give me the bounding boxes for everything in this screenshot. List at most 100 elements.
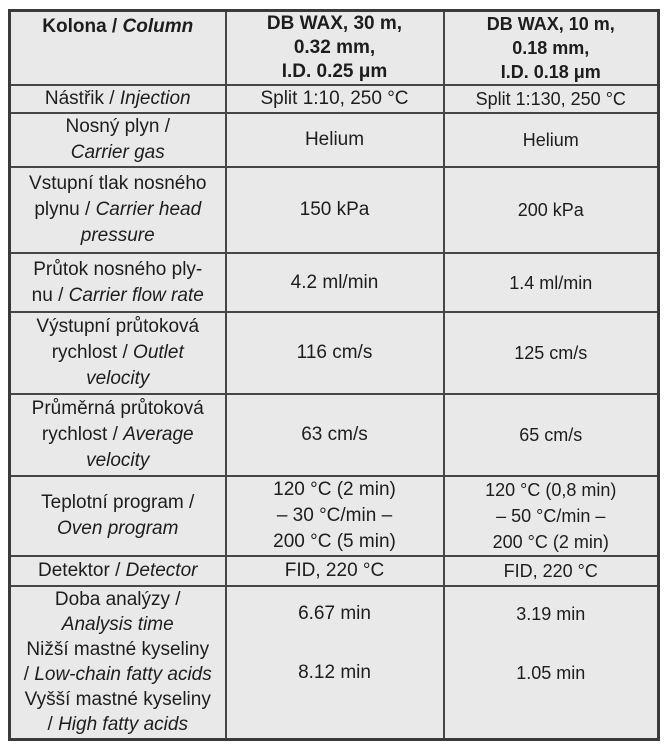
- label-cs: Teplotní program /: [41, 492, 195, 513]
- label-cs: Výstupní průtoková: [36, 316, 200, 337]
- label-cs: Detektor /: [38, 560, 121, 581]
- row-carrier-gas: Nosný plyn / Carrier gas Helium Helium: [8, 112, 660, 168]
- row-carrier-flow-rate-value-col2: 4.2 ml/min: [224, 252, 445, 313]
- row-injection: Nástřik / Injection Split 1:10, 250 °C S…: [8, 84, 660, 114]
- label-en: pressure: [80, 225, 155, 246]
- row-detector-value-col2: FID, 220 °C: [224, 555, 445, 587]
- value-line: I.D. 0.18 μm: [500, 62, 601, 82]
- value-line: 0.32 mm,: [293, 37, 376, 58]
- label-line: rychlost / Outlet: [14, 340, 222, 366]
- row-analysis-time-value-col2: 6.67 min 8.12 min: [224, 585, 445, 740]
- label-cs: Nosný plyn /: [65, 116, 171, 137]
- label-en: Oven program: [57, 518, 179, 539]
- label-en: Low-chain fatty acids: [34, 664, 212, 686]
- row-outlet-velocity-value-col3: 125 cm/s: [442, 311, 660, 395]
- value-line: – 30 °C/min –: [276, 505, 393, 526]
- label-line: Analysis time: [14, 612, 222, 637]
- row-oven-program-label: Teplotní program / Oven program: [8, 475, 227, 557]
- label-line: Doba analýzy /: [14, 588, 222, 612]
- value-line: 120 °C (0,8 min): [485, 480, 617, 500]
- value-line: Helium: [304, 129, 365, 150]
- row-injection-label: Nástřik / Injection: [8, 84, 227, 114]
- value-line: 63 cm/s: [301, 424, 368, 445]
- value-line: Helium: [522, 130, 579, 150]
- row-oven-program-value-col2: 120 °C (2 min) – 30 °C/min – 200 °C (5 m…: [224, 475, 445, 557]
- label-line: velocity: [14, 366, 222, 392]
- value-line: – 50 °C/min –: [496, 506, 606, 526]
- value-line: DB WAX, 30 m,: [266, 13, 403, 34]
- row-carrier-head-pressure: Vstupní tlak nosného plynu / Carrier hea…: [8, 166, 660, 254]
- row-average-velocity-value-col2: 63 cm/s: [224, 393, 445, 477]
- row-outlet-velocity-label: Výstupní průtoková rychlost / Outlet vel…: [8, 311, 227, 395]
- label-line: pressure: [14, 223, 222, 249]
- label-cs: Kolona /: [42, 16, 118, 37]
- label-cs: rychlost /: [41, 424, 118, 445]
- value-line: FID, 220 °C: [503, 561, 598, 581]
- label-line: Výstupní průtoková: [14, 314, 222, 340]
- label-cs: /: [47, 714, 53, 736]
- value-line: 200 °C (2 min): [492, 532, 609, 552]
- label-cs: Vyšší mastné kyseliny: [24, 689, 211, 711]
- row-carrier-gas-value-col2: Helium: [224, 112, 445, 168]
- label-cs: Doba analýzy /: [54, 589, 181, 611]
- header-column-label-cell: Kolona / Column: [8, 9, 227, 86]
- row-average-velocity-value-col3: 65 cm/s: [442, 393, 660, 477]
- label-en: velocity: [86, 450, 150, 471]
- label-cs: rychlost /: [51, 342, 128, 363]
- label-line: Nižší mastné kyseliny: [14, 637, 222, 662]
- value-line: 1.05 min: [516, 663, 586, 683]
- label-en: Carrier head: [95, 199, 202, 220]
- row-average-velocity: Průměrná průtoková rychlost / Average ve…: [8, 393, 660, 477]
- value-line: Split 1:10, 250 °C: [260, 88, 409, 109]
- row-carrier-gas-label: Nosný plyn / Carrier gas: [8, 112, 227, 168]
- value-line: 120 °C (2 min): [273, 479, 396, 500]
- value-line: 200 °C (5 min): [273, 531, 396, 552]
- value-line: DB WAX, 10 m,: [486, 14, 615, 34]
- value-line: 200 kPa: [517, 200, 584, 220]
- label-line: Nosný plyn /: [14, 115, 222, 140]
- label-line: Průměrná průtoková: [14, 396, 222, 422]
- table-header-row: Kolona / Column DB WAX, 30 m, 0.32 mm, I…: [8, 9, 660, 86]
- value-line: I.D. 0.25 μm: [281, 61, 388, 82]
- label-cs: Průměrná průtoková: [31, 398, 204, 419]
- row-detector-value-col3: FID, 220 °C: [442, 555, 660, 587]
- header-db-wax-30m-cell: DB WAX, 30 m, 0.32 mm, I.D. 0.25 μm: [224, 9, 445, 86]
- label-en: High fatty acids: [58, 714, 188, 736]
- value-line: 0.18 mm,: [512, 38, 590, 58]
- label-line: rychlost / Average: [14, 422, 222, 448]
- value-line: 4.2 ml/min: [290, 271, 379, 293]
- label-cs: Nástřik /: [44, 88, 115, 109]
- label-cs: /: [23, 664, 30, 686]
- label-line: Kolona / Column: [14, 15, 222, 39]
- label-line: plynu / Carrier head: [14, 197, 222, 223]
- label-line: nu / Carrier flow rate: [14, 283, 222, 309]
- row-analysis-time-value-col3: 3.19 min 1.05 min: [442, 585, 660, 740]
- row-outlet-velocity: Výstupní průtoková rychlost / Outlet vel…: [8, 311, 660, 395]
- label-line: velocity: [14, 448, 222, 474]
- row-carrier-gas-value-col3: Helium: [442, 112, 660, 168]
- value-line: 8.12 min: [298, 662, 371, 683]
- row-injection-value-col3: Split 1:130, 250 °C: [442, 84, 660, 114]
- label-en: Average: [123, 424, 194, 445]
- header-db-wax-10m-cell: DB WAX, 10 m, 0.18 mm, I.D. 0.18 μm: [442, 9, 660, 86]
- label-line: Nástřik / Injection: [14, 87, 222, 111]
- row-outlet-velocity-value-col2: 116 cm/s: [224, 311, 445, 395]
- label-en: Carrier gas: [70, 142, 165, 163]
- label-line: / High fatty acids: [14, 712, 222, 737]
- row-carrier-head-pressure-value-col2: 150 kPa: [224, 166, 445, 254]
- row-oven-program: Teplotní program / Oven program 120 °C (…: [8, 475, 660, 557]
- value-line: 1.4 ml/min: [509, 272, 593, 293]
- label-cs: plynu /: [34, 199, 91, 220]
- row-carrier-flow-rate-label: Průtok nosného ply- nu / Carrier flow ra…: [8, 252, 227, 313]
- row-injection-value-col2: Split 1:10, 250 °C: [224, 84, 445, 114]
- value-line: 125 cm/s: [514, 343, 588, 363]
- value-line: 150 kPa: [299, 199, 370, 220]
- label-line: Vstupní tlak nosného: [14, 171, 222, 197]
- label-cs: Nižší mastné kyseliny: [26, 639, 210, 661]
- label-line: Průtok nosného ply-: [14, 257, 222, 283]
- label-cs: Vstupní tlak nosného: [29, 173, 207, 194]
- label-line: Carrier gas: [14, 140, 222, 165]
- value-line: 65 cm/s: [519, 425, 583, 445]
- row-analysis-time: Doba analýzy / Analysis time Nižší mastn…: [8, 585, 660, 740]
